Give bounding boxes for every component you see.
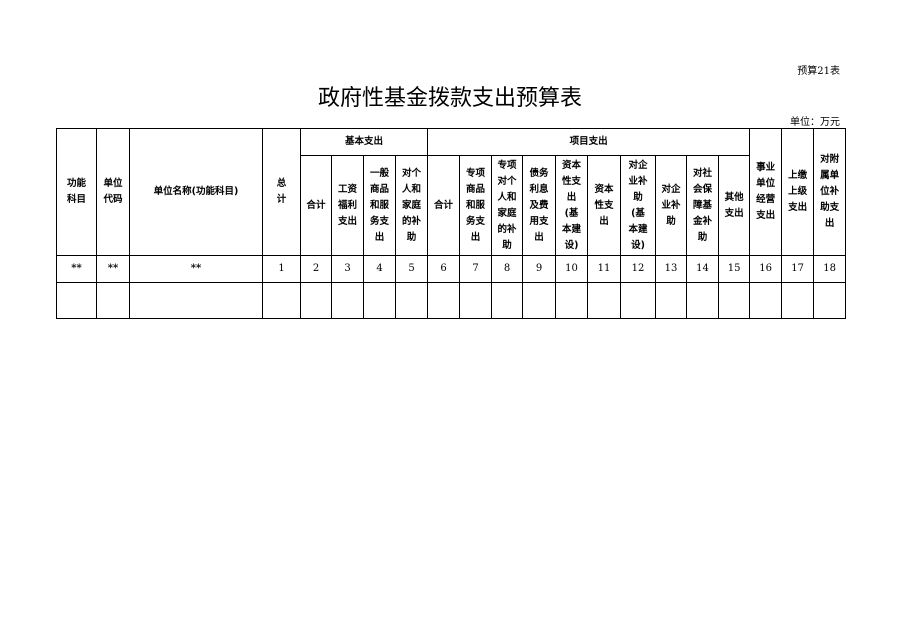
header-subsidiary: 对附 属单 位补 助支 出 (813, 128, 847, 256)
index-cell: 5 (394, 255, 429, 283)
header-remit: 上缴 上级 支出 (781, 128, 815, 256)
index-cell: 1 (262, 255, 301, 283)
empty-data-row (56, 282, 847, 319)
index-row: ** ** ** 1 2 3 4 5 6 7 8 9 10 11 12 13 14 15 16 17 18 (56, 255, 847, 283)
index-cell: ** (96, 255, 130, 283)
empty-cell (459, 282, 493, 319)
index-cell: 17 (781, 255, 815, 283)
header-project-col: 合计 (427, 155, 461, 256)
empty-cell (394, 282, 429, 319)
index-cell: 6 (427, 255, 461, 283)
empty-cell (331, 282, 364, 319)
budget-table: 功能 科目 单位 代码 单位名称(功能科目) 总 计 基本支出 项目支出 事业 … (56, 128, 847, 319)
header-enterprise: 事业 单位 经营 支出 (749, 128, 783, 256)
empty-cell (781, 282, 815, 319)
header-project-col: 资本 性支 出 (基 本建 设) (555, 155, 589, 256)
index-cell: 12 (620, 255, 657, 283)
header-project-col: 专项 对个 人和 家庭 的补 助 (491, 155, 524, 256)
empty-cell (363, 282, 396, 319)
index-cell: 10 (555, 255, 589, 283)
index-cell: 11 (587, 255, 622, 283)
header-project-col: 其他 支出 (718, 155, 751, 256)
empty-cell (718, 282, 751, 319)
header-project: 项目支出 (427, 128, 751, 156)
page-title: 政府性基金拨款支出预算表 (317, 86, 582, 111)
header-unit-code: 单位 代码 (96, 128, 130, 256)
empty-cell (522, 282, 557, 319)
index-cell: 14 (686, 255, 720, 283)
header-project-col: 资本 性支 出 (587, 155, 622, 256)
header-project-col: 债务 利息 及费 用支 出 (522, 155, 557, 256)
empty-cell (96, 282, 130, 319)
empty-cell (56, 282, 97, 319)
empty-cell (555, 282, 589, 319)
header-basic-col: 一般 商品 和服 务支 出 (363, 155, 396, 256)
index-cell: ** (56, 255, 97, 283)
index-cell: ** (129, 255, 263, 283)
header-total: 总 计 (262, 128, 301, 256)
header-project-col: 专项 商品 和服 务支 出 (459, 155, 493, 256)
index-cell: 2 (300, 255, 332, 283)
empty-cell (686, 282, 720, 319)
header-basic: 基本支出 (299, 128, 429, 156)
empty-cell (813, 282, 847, 319)
header-unit-name: 单位名称(功能科目) (129, 128, 263, 256)
unit-label: 单位：万元 (790, 117, 840, 128)
header-project-col: 对企 业补 助 (基 本建 设) (620, 155, 657, 256)
empty-cell (491, 282, 524, 319)
index-cell: 18 (813, 255, 847, 283)
header-basic-col: 对个 人和 家庭 的补 助 (394, 155, 429, 256)
index-cell: 9 (522, 255, 557, 283)
header-project-col: 对企 业补 助 (655, 155, 688, 256)
index-cell: 8 (491, 255, 524, 283)
header-basic-col: 合计 (300, 155, 332, 256)
index-cell: 13 (655, 255, 688, 283)
form-number: 预算21表 (797, 66, 840, 77)
empty-cell (655, 282, 688, 319)
index-cell: 7 (459, 255, 493, 283)
index-cell: 15 (718, 255, 751, 283)
empty-cell (129, 282, 263, 319)
index-cell: 16 (749, 255, 783, 283)
header-project-col: 对社 会保 障基 金补 助 (686, 155, 720, 256)
index-cell: 4 (363, 255, 396, 283)
empty-cell (749, 282, 783, 319)
empty-cell (427, 282, 461, 319)
empty-cell (300, 282, 332, 319)
index-cell: 3 (331, 255, 364, 283)
header-basic-col: 工资 福利 支出 (331, 155, 364, 256)
header-func-subject: 功能 科目 (56, 128, 97, 256)
empty-cell (620, 282, 657, 319)
empty-cell (262, 282, 301, 319)
empty-cell (587, 282, 622, 319)
